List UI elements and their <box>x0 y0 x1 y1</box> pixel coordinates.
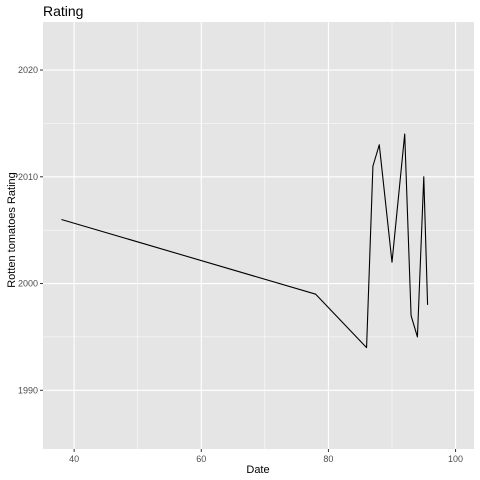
y-tick-label: 2010 <box>18 172 38 182</box>
series-line <box>61 133 429 349</box>
major-gridlines <box>43 22 474 449</box>
minor-gridlines <box>43 22 474 449</box>
x-axis-title: Date <box>246 464 269 476</box>
x-tick-label: 60 <box>196 454 206 464</box>
x-tick-label: 40 <box>69 454 79 464</box>
x-tick-label: 80 <box>323 454 333 464</box>
x-axis-ticks: 40 60 80 100 <box>69 449 463 464</box>
y-tick-label: 1990 <box>18 385 38 395</box>
plot-panel <box>43 22 474 449</box>
y-axis-ticks: 1990 2000 2010 2020 <box>18 65 43 395</box>
chart-title: Rating <box>43 3 83 19</box>
y-axis-title: Rotten tomatoes Rating <box>6 172 18 288</box>
y-tick-label: 2020 <box>18 65 38 75</box>
y-tick-label: 2000 <box>18 279 38 289</box>
series-layer <box>61 133 429 349</box>
x-tick-label: 100 <box>448 454 463 464</box>
